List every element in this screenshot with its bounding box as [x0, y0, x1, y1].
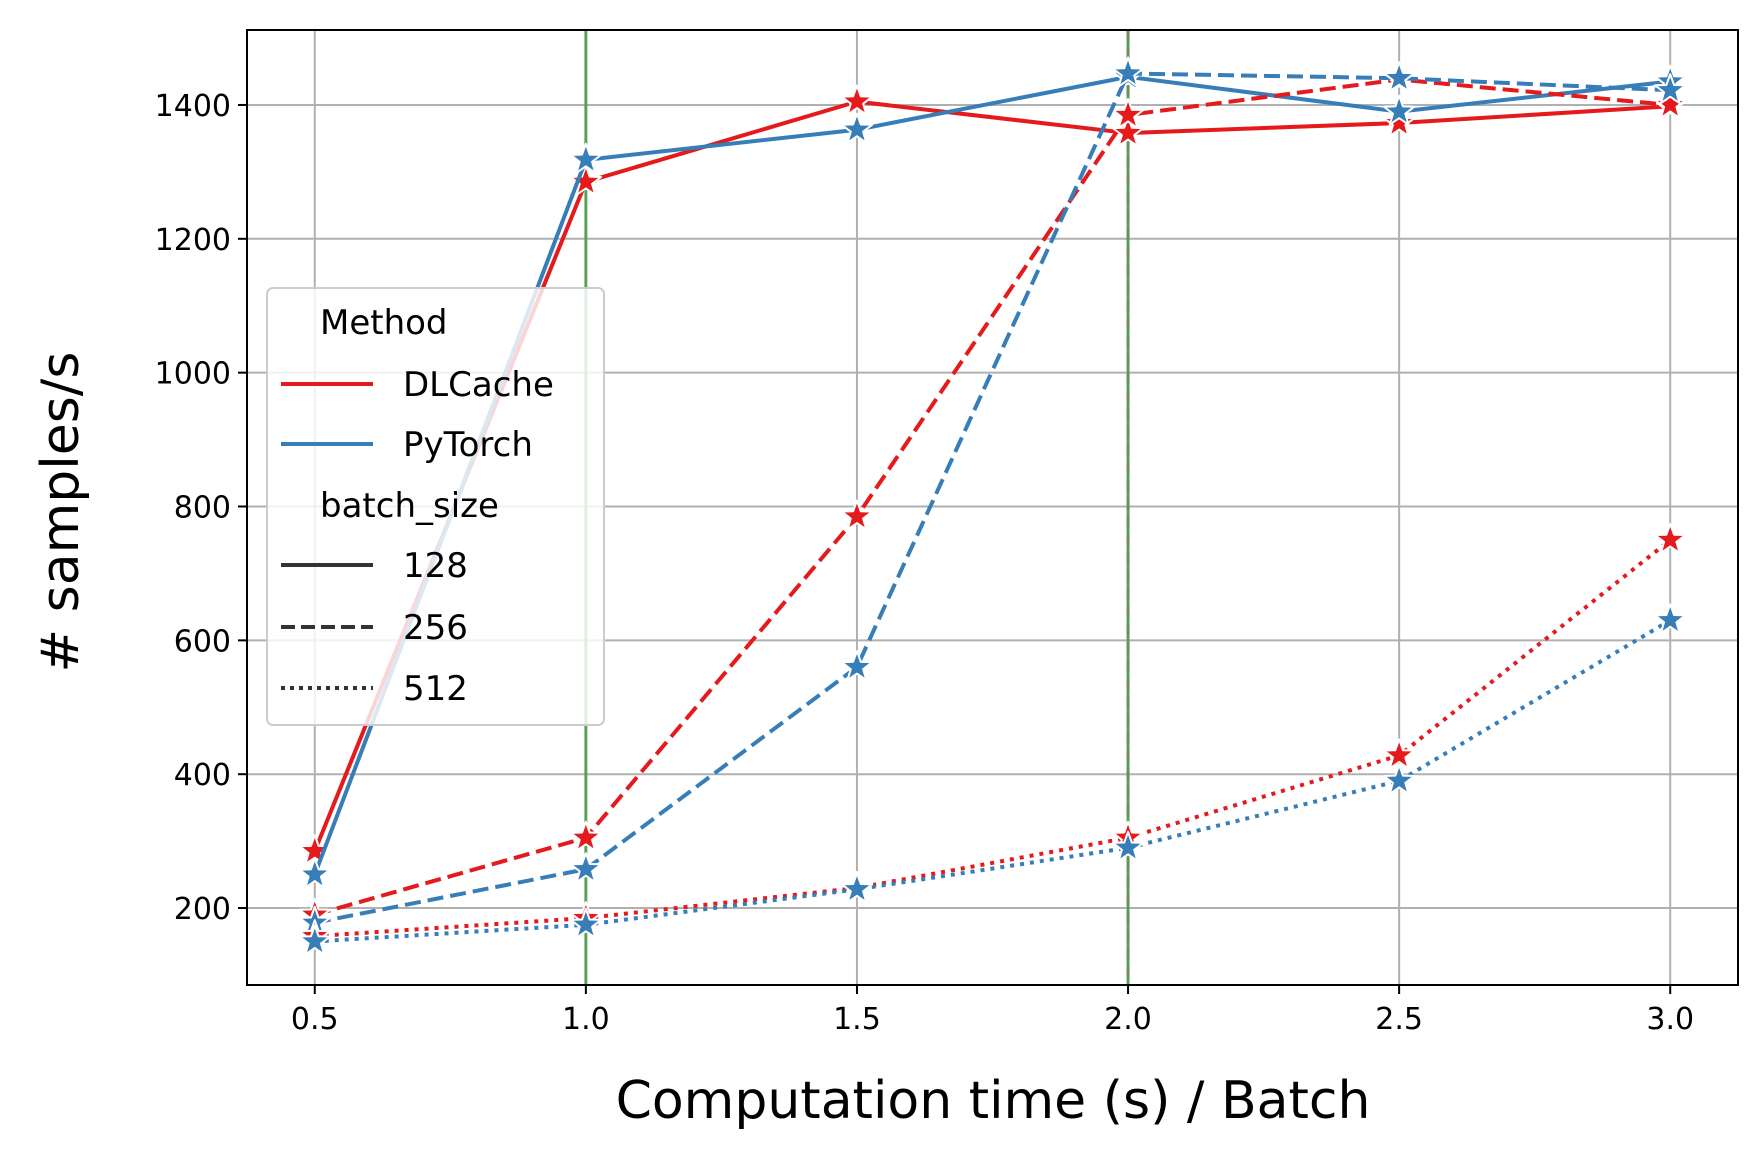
series-line-pytorch-256: [314, 71, 1671, 925]
series-line-pytorch-512: [314, 618, 1672, 944]
y-tick-label: 800: [174, 490, 231, 525]
x-tick-label: 3.0: [1646, 1002, 1694, 1037]
data-point-pytorch-512: [1382, 763, 1416, 795]
series-line-pytorch-128: [312, 74, 1671, 876]
y-tick-label: 1400: [155, 89, 231, 124]
data-point-pytorch-512: [569, 907, 603, 939]
y-axis-title: # samples/s: [31, 352, 91, 673]
y-tick-label: 600: [174, 624, 231, 659]
data-point-dlcache-128: [1111, 116, 1145, 148]
y-tick-label: 200: [174, 892, 231, 927]
data-point-pytorch-128: [298, 857, 331, 889]
legend-box: [266, 287, 605, 726]
legend: Method DLCache PyTorch batch_size 128 25…: [266, 287, 605, 726]
x-tick-label: 1.5: [833, 1002, 881, 1037]
x-tick-label: 1.0: [562, 1002, 610, 1037]
data-point-pytorch-128: [1382, 94, 1416, 126]
data-point-dlcache-512: [1654, 522, 1687, 554]
series-layer: [298, 56, 1687, 956]
x-axis-title: Computation time (s) / Batch: [616, 1071, 1371, 1131]
data-point-pytorch-512: [298, 924, 331, 956]
legend-hue-title: Method: [320, 303, 448, 343]
series-line-dlcache-256: [314, 77, 1671, 917]
legend-label-128: 128: [403, 546, 468, 586]
legend-style-title: batch_size: [320, 486, 499, 526]
y-tick-label: 1000: [155, 357, 231, 392]
data-point-pytorch-256: [1654, 73, 1687, 105]
data-point-dlcache-256: [1654, 87, 1687, 119]
data-point-dlcache-128: [1382, 106, 1416, 137]
data-point-dlcache-128: [569, 164, 603, 196]
data-point-pytorch-512: [1111, 830, 1145, 862]
data-point-pytorch-256: [569, 852, 603, 884]
legend-label-pytorch: PyTorch: [403, 425, 533, 465]
data-point-dlcache-512: [1382, 738, 1416, 770]
y-tick-label: 1200: [155, 223, 231, 258]
data-point-pytorch-256: [840, 650, 874, 682]
x-tick-label: 2.0: [1104, 1002, 1152, 1037]
legend-label-256: 256: [403, 608, 468, 648]
plot-frame: [246, 29, 1739, 986]
x-tick-label: 0.5: [291, 1002, 339, 1037]
data-point-pytorch-256: [1111, 56, 1145, 88]
data-point-dlcache-256: [569, 820, 603, 852]
data-point-pytorch-128: [840, 112, 874, 144]
data-point-pytorch-256: [1382, 61, 1416, 93]
legend-label-dlcache: DLCache: [403, 365, 554, 405]
data-point-pytorch-512: [840, 872, 874, 904]
y-tick-label: 400: [174, 758, 231, 793]
data-point-dlcache-128: [840, 84, 874, 116]
series-line-dlcache-512: [314, 538, 1672, 939]
data-point-dlcache-256: [1111, 97, 1145, 129]
ticks: 0.5 1.0 1.5 2.0 2.5 3.0 200 400 600 800 1000 1200 14…: [155, 89, 1694, 1037]
data-point-pytorch-512: [1654, 603, 1687, 635]
legend-label-512: 512: [403, 669, 468, 709]
data-point-dlcache-256: [840, 499, 874, 531]
series-pytorch-512: [298, 603, 1687, 956]
x-tick-label: 2.5: [1375, 1002, 1423, 1037]
data-point-pytorch-128: [569, 142, 603, 174]
